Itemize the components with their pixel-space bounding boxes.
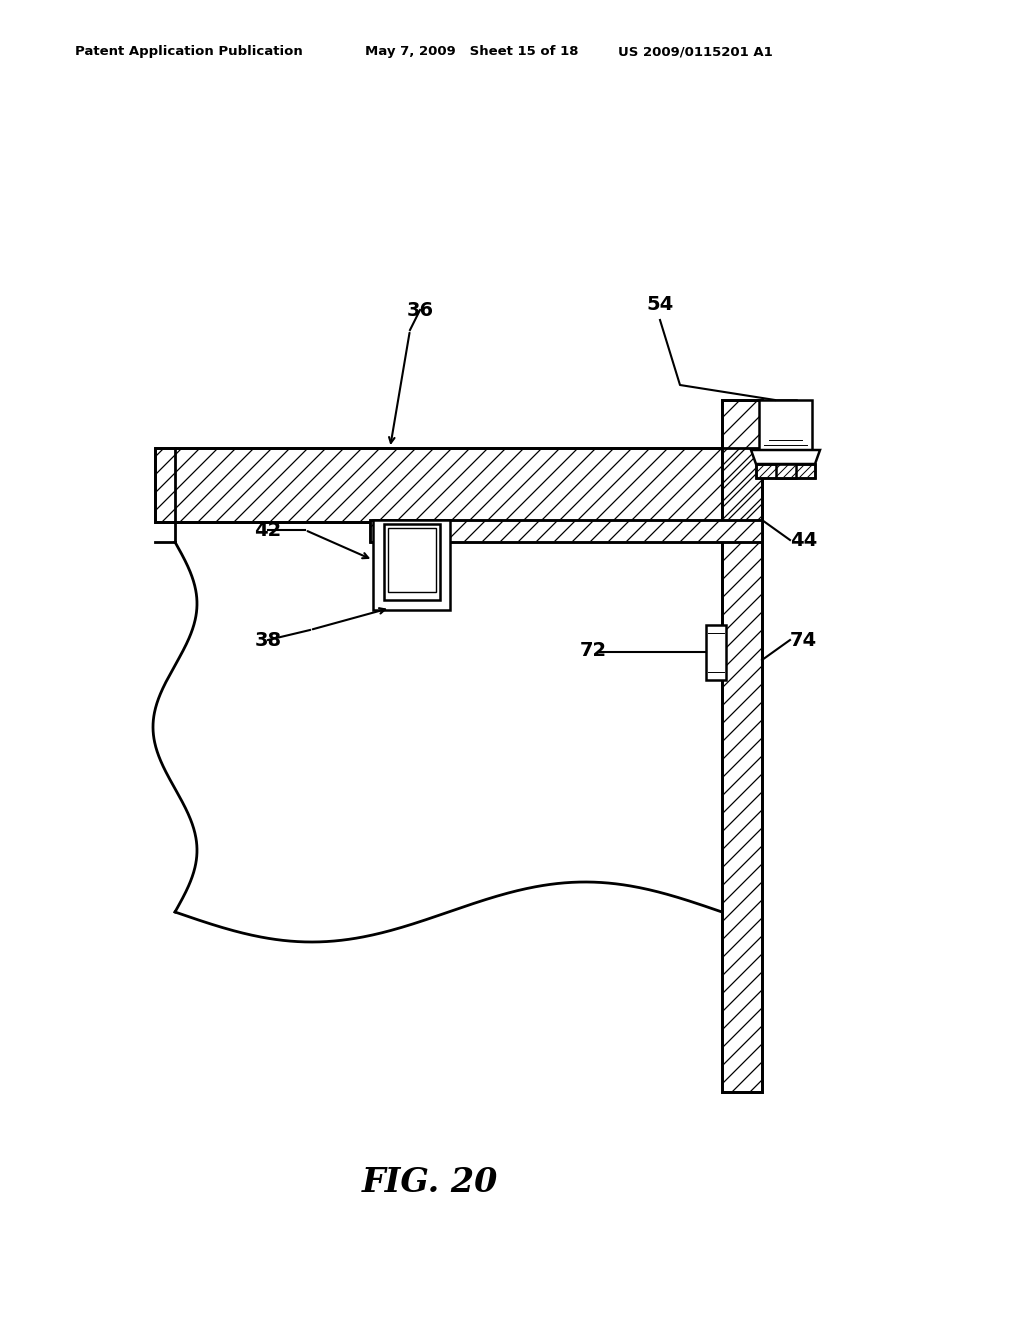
Bar [373,520,450,610]
Bar [776,400,796,478]
Bar [370,520,762,543]
Text: US 2009/0115201 A1: US 2009/0115201 A1 [618,45,773,58]
Text: May 7, 2009   Sheet 15 of 18: May 7, 2009 Sheet 15 of 18 [365,45,579,58]
Bar [759,400,812,450]
Text: FIG. 20: FIG. 20 [361,1166,499,1199]
Bar [384,524,440,601]
Text: Patent Application Publication: Patent Application Publication [75,45,303,58]
Text: 44: 44 [790,531,817,549]
Bar [756,465,815,478]
Text: 42: 42 [254,520,282,540]
Bar [155,447,762,521]
Text: 54: 54 [646,296,674,314]
Bar [706,624,726,680]
Text: 74: 74 [790,631,817,649]
Bar [155,447,762,521]
Bar [722,400,762,1092]
Bar [722,400,762,1092]
Polygon shape [751,450,820,465]
Bar [370,520,762,543]
Bar [756,465,815,478]
Text: 38: 38 [254,631,282,649]
Bar [388,528,436,591]
Text: 36: 36 [407,301,433,319]
Text: 72: 72 [580,640,607,660]
